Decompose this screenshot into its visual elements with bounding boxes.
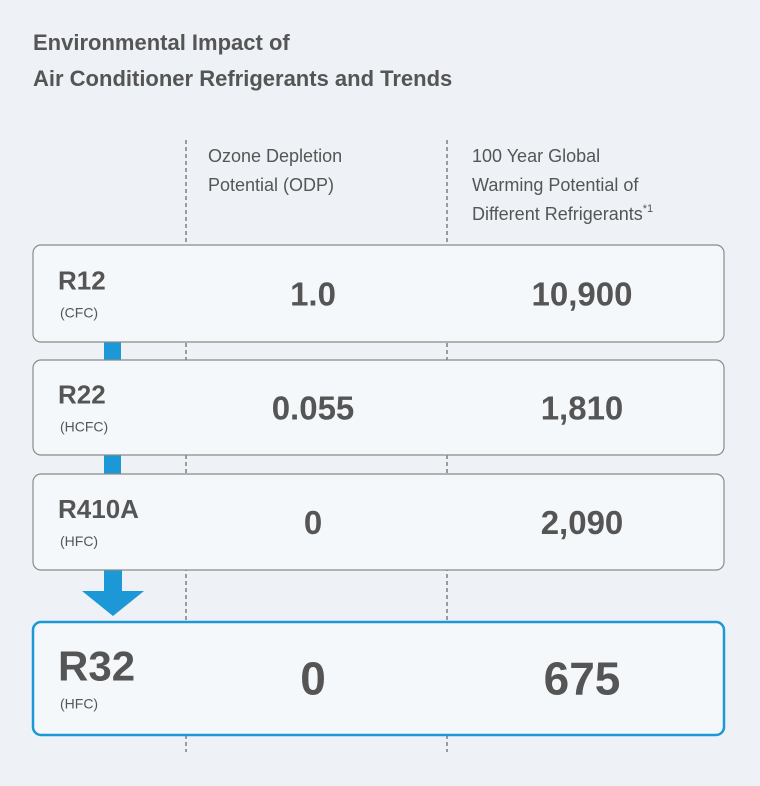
refrigerant-type: (HFC) (60, 533, 98, 549)
row (32, 359, 725, 456)
refrigerant-type: (HFC) (60, 696, 98, 712)
footnote-marker: *1 (643, 203, 653, 215)
refrigerant-type: (CFC) (60, 305, 98, 321)
row (32, 473, 725, 571)
gwp-value: 10,900 (532, 276, 633, 313)
refrigerant-name: R22 (58, 380, 106, 410)
odp-value: 0 (300, 653, 326, 705)
column-header: 100 Year Global (472, 146, 600, 166)
row (32, 244, 725, 343)
title-line: Air Conditioner Refrigerants and Trends (33, 66, 452, 91)
highlight-row (31, 620, 726, 737)
odp-value: 0 (304, 504, 322, 541)
arrow (104, 570, 122, 592)
odp-value: 1.0 (290, 276, 336, 313)
refrigerant-type: (HCFC) (60, 419, 108, 435)
arrow-head (82, 591, 144, 616)
column-header: Warming Potential of (472, 175, 639, 195)
gwp-value: 675 (544, 653, 621, 705)
title-line: Environmental Impact of (33, 30, 290, 55)
refrigerant-name: R410A (58, 494, 139, 524)
column-header: Ozone Depletion (208, 146, 342, 166)
column-header: Potential (ODP) (208, 175, 334, 195)
odp-value: 0.055 (272, 390, 355, 427)
connector (104, 342, 121, 360)
refrigerant-name: R12 (58, 266, 106, 296)
column-header: Different Refrigerants*1 (472, 203, 653, 224)
gwp-value: 2,090 (541, 504, 624, 541)
refrigerant-name: R32 (58, 643, 135, 690)
connector (104, 455, 121, 474)
gwp-value: 1,810 (541, 390, 624, 427)
